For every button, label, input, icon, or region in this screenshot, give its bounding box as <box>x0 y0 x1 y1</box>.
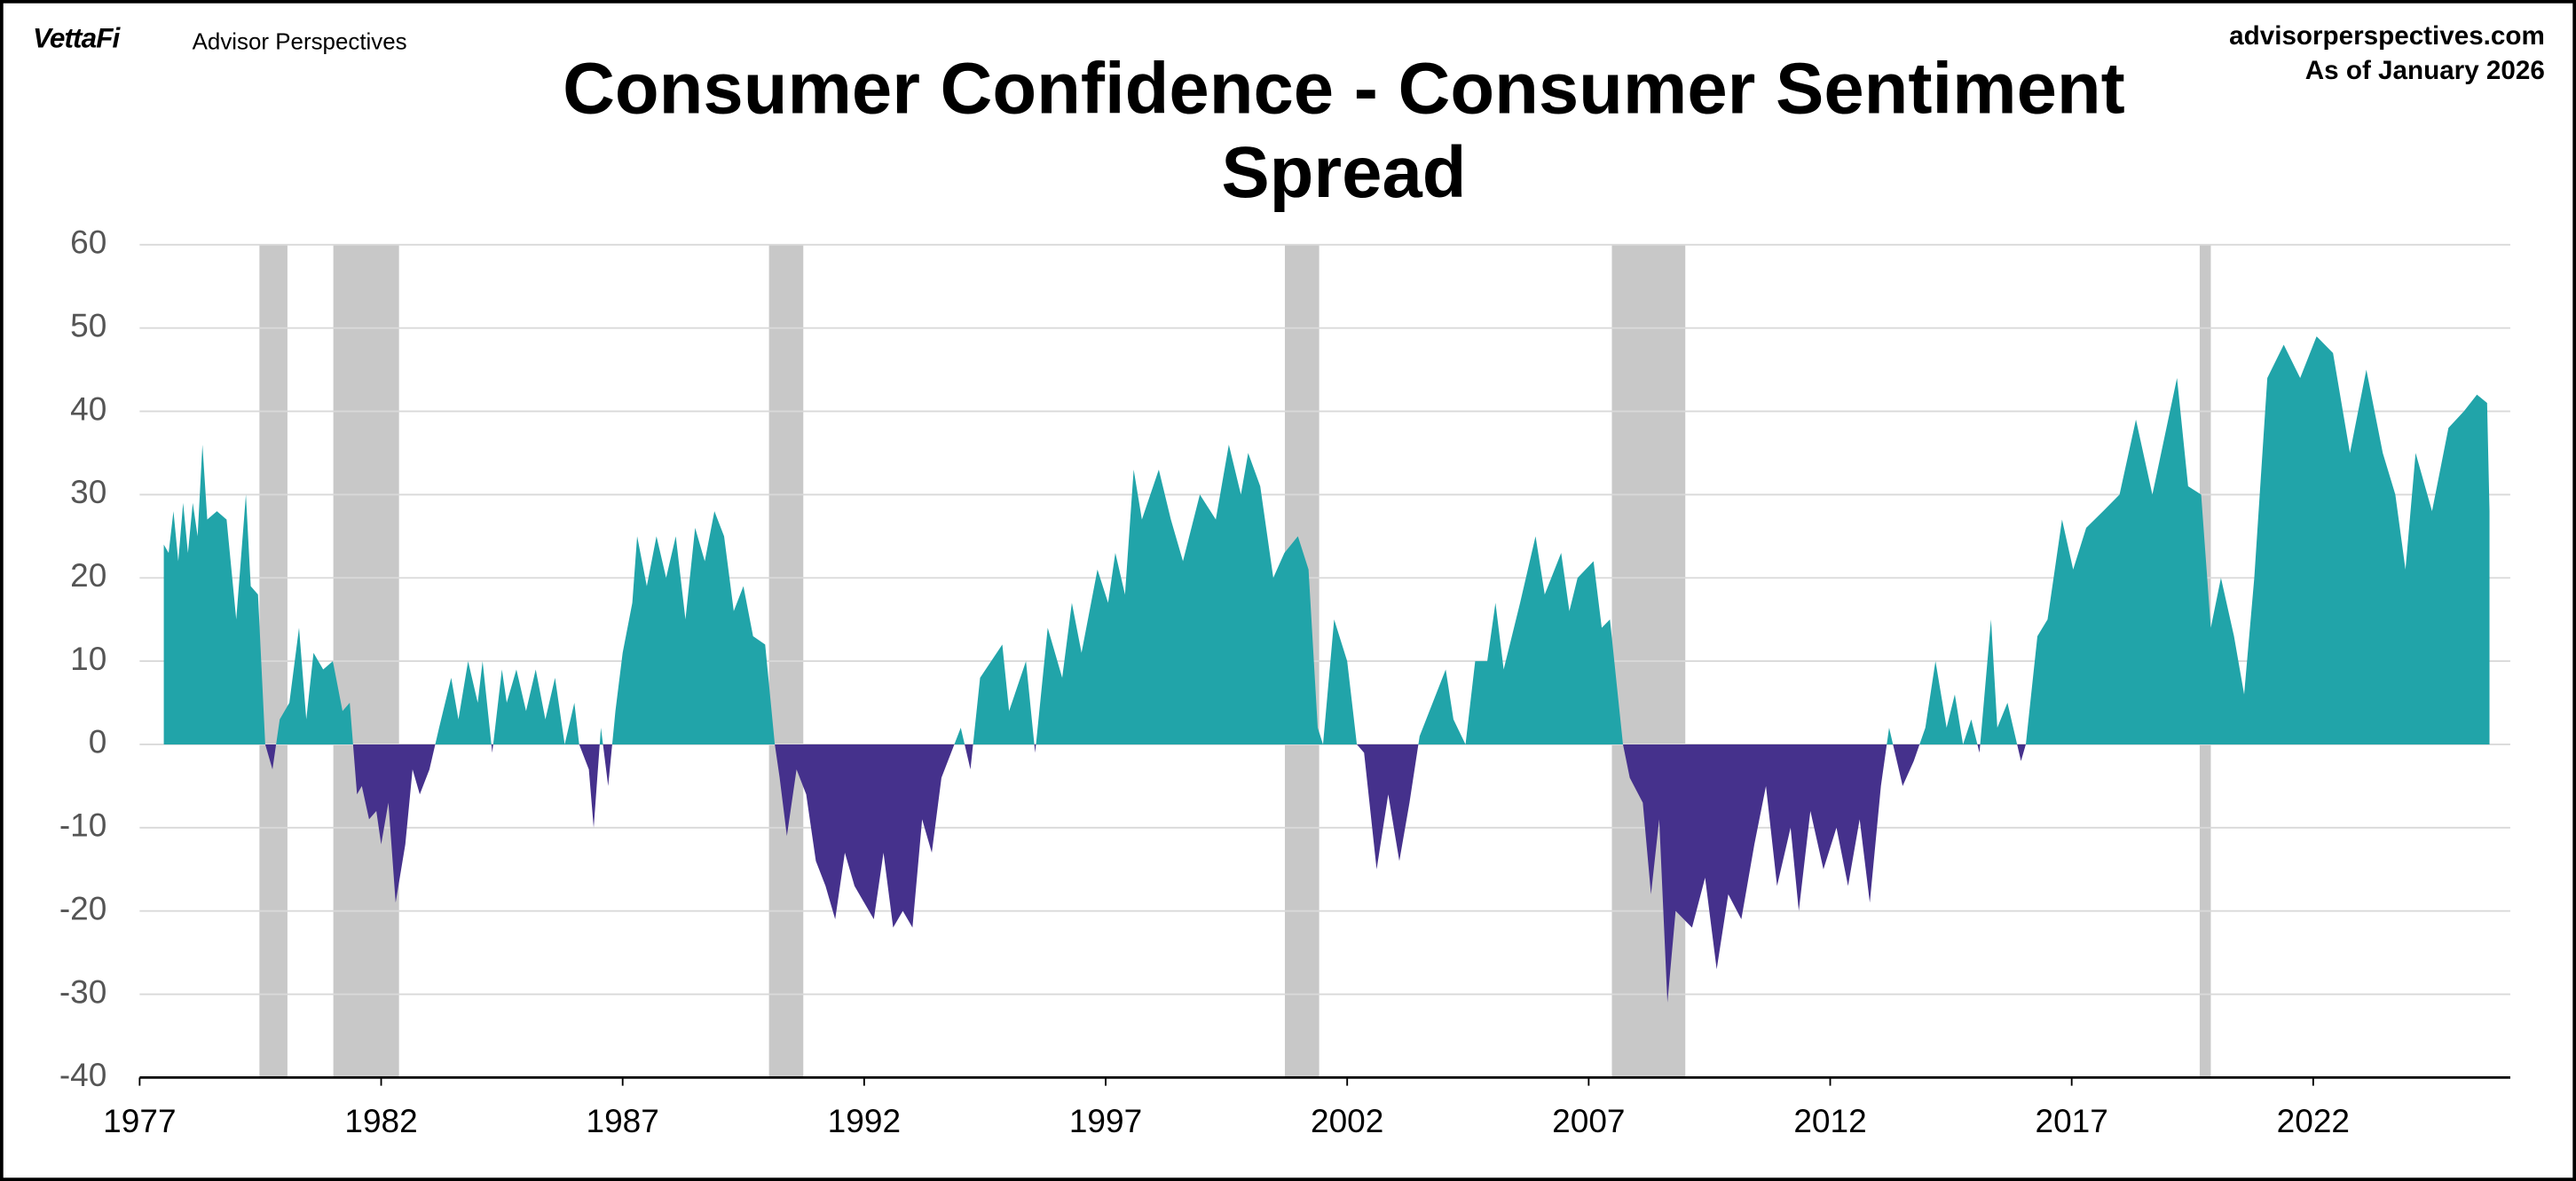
brand: Advisor Perspectives <box>192 28 407 55</box>
source: advisorperspectives.com As of January 20… <box>2229 20 2545 89</box>
x-tick-label: 1982 <box>344 1102 417 1139</box>
x-tick-label: 2022 <box>2277 1102 2350 1139</box>
logo: VettaFi <box>33 22 120 55</box>
y-tick-label: -10 <box>59 807 107 844</box>
x-tick-label: 2012 <box>1793 1102 1866 1139</box>
x-tick-label: 2007 <box>1552 1102 1625 1139</box>
y-tick-label: -20 <box>59 889 107 926</box>
y-tick-label: 20 <box>70 556 106 594</box>
y-tick-label: -40 <box>59 1056 107 1093</box>
y-tick-label: 40 <box>70 390 106 427</box>
chart: -40 -30 -20 -10 0 10 20 30 40 50 60 1977 1982 1987 199… <box>59 224 2510 1139</box>
as-of-date: As of January 2026 <box>2304 57 2545 86</box>
x-tick-label: 1997 <box>1069 1102 1142 1139</box>
y-tick-label: 30 <box>70 473 106 510</box>
area-positive <box>163 336 2490 744</box>
x-tick-label: 2002 <box>1311 1102 1383 1139</box>
x-tick-label: 1977 <box>103 1102 176 1139</box>
chart-title: Consumer Confidence - Consumer Sentiment… <box>563 49 2125 214</box>
x-tick-label: 1992 <box>828 1102 901 1139</box>
y-tick-label: 0 <box>89 723 107 760</box>
y-tick-label: -30 <box>59 972 107 1010</box>
x-tick-label: 1987 <box>587 1102 659 1139</box>
x-tick-label: 2017 <box>2036 1102 2108 1139</box>
y-tick-label: 10 <box>70 640 106 677</box>
website: advisorperspectives.com <box>2229 22 2545 51</box>
area-negative <box>264 744 2026 1003</box>
y-tick-label: 60 <box>70 224 106 261</box>
y-tick-label: 50 <box>70 306 106 343</box>
